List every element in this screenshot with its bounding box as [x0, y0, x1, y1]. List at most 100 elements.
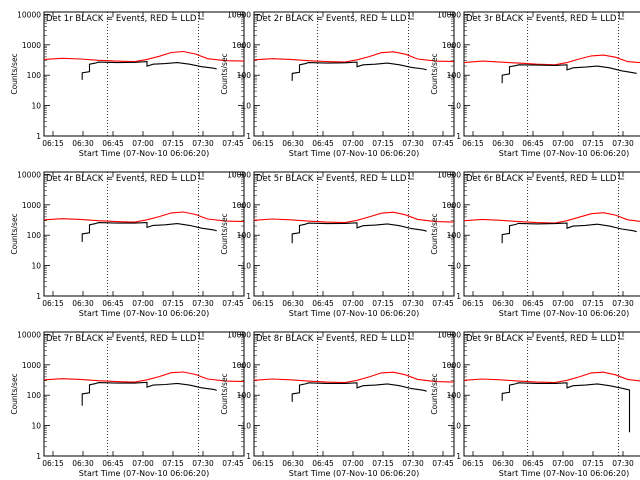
- x-tick-label: 06:45: [312, 299, 334, 308]
- y-axis-label: Counts/sec: [220, 373, 229, 414]
- saa-marker: [618, 332, 625, 340]
- x-axis-label: Start Time (07-Nov-10 06:06:20): [499, 149, 629, 158]
- y-tick-label: 100: [447, 391, 462, 400]
- x-tick-label: 06:30: [72, 299, 94, 308]
- x-tick-label: 07:30: [612, 299, 634, 308]
- series-lld-line: [253, 51, 455, 63]
- x-tick-label: 06:45: [102, 139, 124, 148]
- y-tick-label: 1000: [442, 361, 461, 370]
- x-tick-label: 07:45: [222, 299, 244, 308]
- x-tick-label: 07:15: [582, 459, 604, 468]
- x-tick-label: 06:30: [282, 139, 304, 148]
- plot-frame: [43, 171, 245, 297]
- x-tick-label: 07:00: [552, 299, 574, 308]
- x-tick-label: 07:15: [582, 299, 604, 308]
- y-tick-label: 1000: [22, 41, 41, 50]
- x-tick-label: 07:30: [402, 299, 424, 308]
- panel-title: Det 8r BLACK = Events, RED = LLD: [256, 334, 407, 344]
- x-axis-label: Start Time (07-Nov-10 06:06:20): [289, 149, 419, 158]
- y-tick-label: 10000: [17, 170, 41, 179]
- series-lld-line: [463, 371, 640, 384]
- series-lld-line: [463, 54, 640, 66]
- x-tick-label: 07:45: [222, 139, 244, 148]
- y-tick-label: 1: [36, 452, 41, 461]
- x-tick-label: 06:45: [312, 139, 334, 148]
- y-tick-label: 10: [241, 262, 251, 271]
- x-tick-label: 06:45: [522, 459, 544, 468]
- y-tick-label: 1: [246, 452, 251, 461]
- panel-1: Det 1r BLACK = Events, RED = LLD 1 10 100 10…: [10, 10, 245, 158]
- y-axis-label: Counts/sec: [220, 213, 229, 254]
- x-axis-label: Start Time (07-Nov-10 06:06:20): [499, 469, 629, 478]
- x-axis-label: Start Time (07-Nov-10 06:06:20): [289, 469, 419, 478]
- y-tick-label: 10: [31, 422, 41, 431]
- plot-frame: [463, 171, 640, 297]
- y-tick-label: 100: [237, 231, 252, 240]
- y-tick-label: 1000: [442, 41, 461, 50]
- x-tick-label: 06:45: [312, 459, 334, 468]
- y-tick-label: 1: [456, 292, 461, 301]
- y-axis-label: Counts/sec: [10, 213, 19, 254]
- x-tick-label: 07:30: [402, 459, 424, 468]
- x-tick-label: 06:30: [72, 139, 94, 148]
- plot-frame: [253, 11, 455, 137]
- y-tick-label: 100: [237, 71, 252, 80]
- panel-title: Det 5r BLACK = Events, RED = LLD: [256, 174, 407, 184]
- x-tick-label: 06:15: [252, 459, 274, 468]
- x-tick-label: 06:30: [492, 139, 514, 148]
- y-tick-label: 10000: [437, 10, 461, 19]
- saa-marker: [618, 172, 625, 180]
- series-events-line: [81, 222, 217, 242]
- y-tick-label: 10: [241, 422, 251, 431]
- panel-8: Det 8r BLACK = Events, RED = LLD 1 10 100 10…: [220, 330, 455, 478]
- panel-title: Det 3r BLACK = Events, RED = LLD: [466, 14, 617, 24]
- x-tick-label: 06:30: [492, 299, 514, 308]
- saa-marker: [408, 172, 415, 180]
- y-tick-label: 1: [36, 132, 41, 141]
- y-tick-label: 1000: [232, 201, 251, 210]
- x-tick-label: 07:45: [432, 459, 454, 468]
- x-tick-label: 07:00: [132, 299, 154, 308]
- panel-3: Det 3r BLACK = Events, RED = LLD 1 10 100 10…: [430, 10, 640, 158]
- y-tick-label: 10000: [227, 330, 251, 339]
- saa-marker: [198, 12, 205, 20]
- x-tick-label: 06:30: [72, 459, 94, 468]
- saa-marker: [408, 332, 415, 340]
- series-events-line: [291, 61, 427, 81]
- x-axis-label: Start Time (07-Nov-10 06:06:20): [79, 309, 209, 318]
- y-tick-label: 100: [27, 231, 42, 240]
- x-tick-label: 06:15: [252, 299, 274, 308]
- y-axis-label: Counts/sec: [10, 373, 19, 414]
- x-tick-label: 07:00: [342, 139, 364, 148]
- y-tick-label: 10: [451, 422, 461, 431]
- series-lld-line: [43, 371, 245, 383]
- x-tick-label: 06:45: [522, 299, 544, 308]
- y-tick-label: 1000: [22, 201, 41, 210]
- y-tick-label: 1: [246, 132, 251, 141]
- y-tick-label: 10000: [17, 10, 41, 19]
- y-axis-label: Counts/sec: [430, 53, 439, 94]
- x-axis-label: Start Time (07-Nov-10 06:06:20): [499, 309, 629, 318]
- y-axis-label: Counts/sec: [220, 53, 229, 94]
- x-tick-label: 07:15: [582, 139, 604, 148]
- y-tick-label: 100: [27, 71, 42, 80]
- y-tick-label: 100: [447, 231, 462, 240]
- x-tick-label: 07:30: [192, 139, 214, 148]
- x-tick-label: 06:45: [102, 299, 124, 308]
- x-tick-label: 07:00: [552, 139, 574, 148]
- x-tick-label: 07:30: [612, 459, 634, 468]
- y-tick-label: 1: [246, 292, 251, 301]
- x-tick-label: 06:30: [282, 459, 304, 468]
- x-tick-label: 06:30: [492, 459, 514, 468]
- x-axis-label: Start Time (07-Nov-10 06:06:20): [289, 309, 419, 318]
- x-tick-label: 07:45: [432, 139, 454, 148]
- y-tick-label: 10: [31, 102, 41, 111]
- y-tick-label: 1000: [232, 41, 251, 50]
- x-tick-label: 07:00: [552, 459, 574, 468]
- series-events-line: [501, 222, 637, 244]
- panel-title: Det 4r BLACK = Events, RED = LLD: [46, 174, 197, 184]
- y-tick-label: 1: [36, 292, 41, 301]
- y-tick-label: 10: [451, 102, 461, 111]
- series-lld-line: [253, 371, 455, 384]
- x-tick-label: 07:15: [372, 459, 394, 468]
